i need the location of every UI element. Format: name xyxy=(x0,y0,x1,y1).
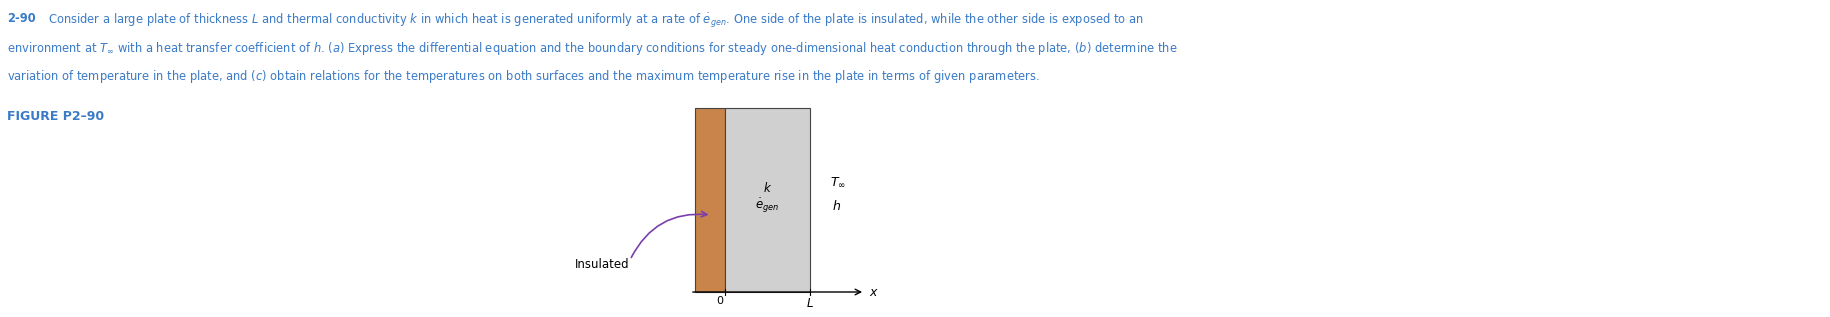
Text: 2-90: 2-90 xyxy=(7,12,35,25)
Bar xyxy=(725,108,811,292)
Text: 0: 0 xyxy=(716,296,723,306)
Text: $L$: $L$ xyxy=(805,297,814,310)
Text: $k$: $k$ xyxy=(763,181,772,195)
Text: environment at $T_\infty$ with a heat transfer coefficient of $h$. ($a$) Express: environment at $T_\infty$ with a heat tr… xyxy=(7,40,1177,57)
Text: $x$: $x$ xyxy=(869,286,878,299)
Text: Insulated: Insulated xyxy=(575,258,630,271)
Text: variation of temperature in the plate, and ($c$) obtain relations for the temper: variation of temperature in the plate, a… xyxy=(7,68,1039,85)
Bar xyxy=(695,108,725,292)
Text: FIGURE P2–90: FIGURE P2–90 xyxy=(7,110,104,123)
Text: $h$: $h$ xyxy=(833,199,842,213)
Text: $\dot{e}_{gen}$: $\dot{e}_{gen}$ xyxy=(756,197,780,215)
Text: $T_{\infty}$: $T_{\infty}$ xyxy=(831,175,845,189)
Text: Consider a large plate of thickness $L$ and thermal conductivity $k$ in which he: Consider a large plate of thickness $L$ … xyxy=(48,12,1144,30)
